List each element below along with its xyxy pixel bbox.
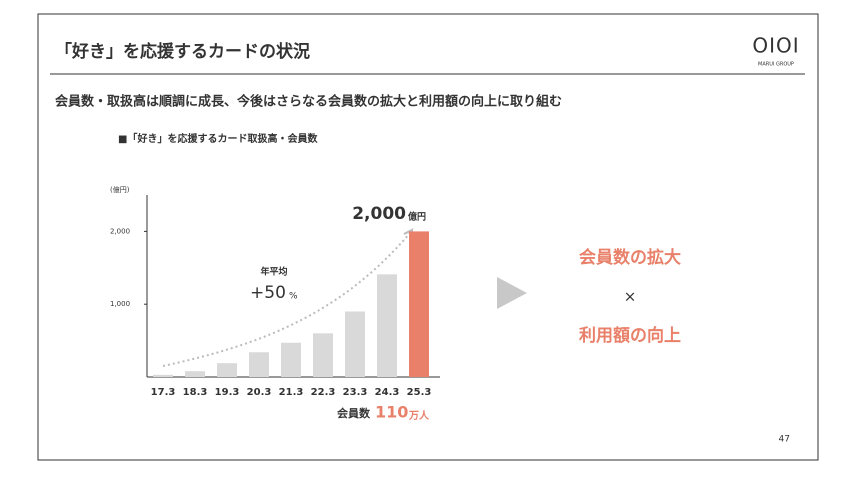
growth-value: +50 bbox=[250, 283, 286, 303]
right-line1: 会員数の拡大 bbox=[579, 247, 681, 268]
bar bbox=[249, 352, 269, 377]
x-tick-label: 21.3 bbox=[279, 387, 304, 398]
y-unit: (億円) bbox=[110, 185, 130, 194]
x-tick-label: 23.3 bbox=[343, 387, 368, 398]
logo: OIOI bbox=[752, 34, 799, 58]
x-tick-label: 24.3 bbox=[375, 387, 400, 398]
y-tick-label: 2,000 bbox=[110, 227, 130, 235]
bar bbox=[377, 274, 397, 377]
y-tick-label: 1,000 bbox=[110, 300, 130, 308]
members-unit: 万人 bbox=[408, 409, 430, 422]
bar bbox=[185, 371, 205, 377]
peak-unit: 億円 bbox=[408, 211, 426, 223]
x-tick-label: 20.3 bbox=[247, 387, 272, 398]
growth-unit: % bbox=[289, 292, 298, 302]
logo-sub: MARUI GROUP bbox=[758, 62, 794, 68]
members-value: 110 bbox=[375, 403, 408, 422]
arrow-triangle bbox=[497, 277, 527, 309]
x-tick-label: 19.3 bbox=[215, 387, 240, 398]
right-times: × bbox=[624, 288, 637, 306]
x-tick-label: 18.3 bbox=[183, 387, 208, 398]
x-tick-label: 17.3 bbox=[151, 387, 176, 398]
bar bbox=[281, 342, 301, 377]
bar bbox=[217, 363, 237, 377]
bar bbox=[409, 231, 429, 377]
growth-arrow bbox=[162, 232, 411, 367]
subtitle: 会員数・取扱高は順調に成長、今後はさらなる会員数の拡大と利用額の向上に取り組む bbox=[55, 94, 562, 110]
slide-title: 「好き」を応援するカードの状況 bbox=[55, 41, 310, 62]
growth-caption: 年平均 bbox=[260, 266, 287, 278]
chart-title: ■「好き」を応援するカード取扱高・会員数 bbox=[118, 132, 318, 145]
x-tick-label: 25.3 bbox=[407, 387, 432, 398]
x-tick-label: 22.3 bbox=[311, 387, 336, 398]
peak-label: 2,000 bbox=[352, 204, 406, 224]
members-caption: 会員数 bbox=[337, 406, 371, 420]
page-number: 47 bbox=[779, 435, 790, 445]
bar bbox=[153, 374, 173, 377]
bar bbox=[345, 311, 365, 377]
right-line2: 利用額の向上 bbox=[579, 325, 681, 346]
bar bbox=[313, 333, 333, 377]
